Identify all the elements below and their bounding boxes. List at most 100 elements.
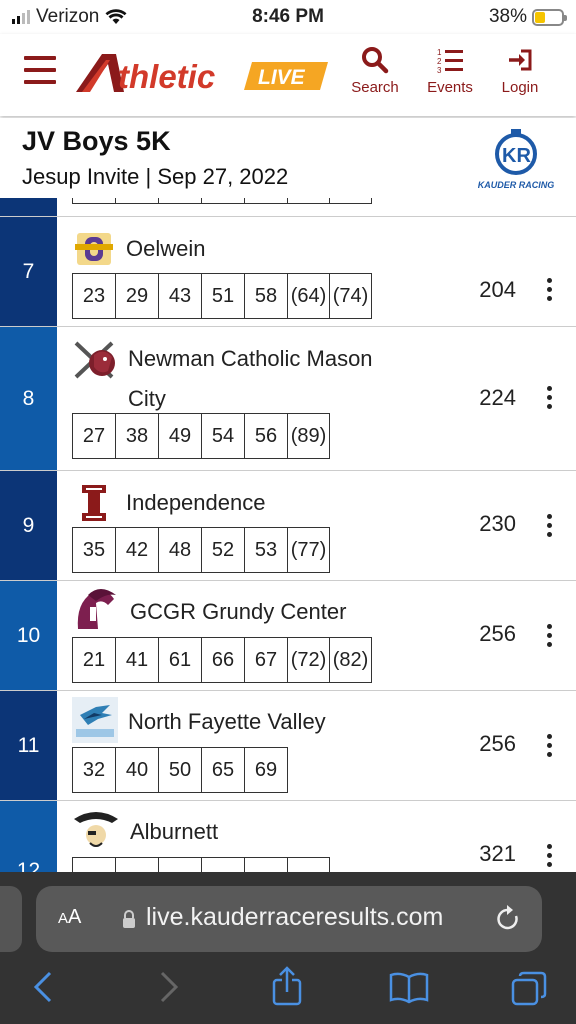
team-name: Alburnett <box>130 819 219 844</box>
place-boxes <box>72 198 372 204</box>
rank-cell: 8 <box>0 327 57 470</box>
team-score: 230 <box>479 511 516 536</box>
team-name-line: Alburnett <box>72 811 412 853</box>
svg-text:KR: KR <box>502 145 531 167</box>
place-cell: 29 <box>115 273 159 319</box>
team-row[interactable]: 11 North Fayette Valley 32 40 50 65 69 2… <box>0 691 576 801</box>
place-boxes <box>72 857 330 872</box>
pirate-logo <box>74 812 118 847</box>
team-score: 224 <box>479 385 516 410</box>
reader-text-size-button[interactable]: AA <box>58 906 82 928</box>
rank-cell: 9 <box>0 471 57 580</box>
meet-subtitle: Jesup Invite | Sep 27, 2022 <box>22 164 289 189</box>
rank-cell: 11 <box>0 691 57 800</box>
more-options-icon[interactable] <box>546 386 552 409</box>
team-score: 256 <box>479 621 516 646</box>
team-row[interactable]: 12 Alburnett 321 <box>0 801 576 872</box>
tabs-icon[interactable] <box>510 970 548 1008</box>
team-name-line: North Fayette Valley <box>72 697 412 743</box>
place-cell: 58 <box>244 273 288 319</box>
place-cell: 52 <box>201 527 245 573</box>
team-row[interactable]: 10 GCGR Grundy Center 21 41 61 66 67 (72… <box>0 581 576 691</box>
team-results-list[interactable]: 7 Oelwein 23 29 43 51 58 (64) (74) 204 8… <box>0 198 576 872</box>
place-cell: (64) <box>287 273 330 319</box>
place-boxes: 23 29 43 51 58 (64) (74) <box>72 273 372 319</box>
team-row[interactable] <box>0 198 576 217</box>
north-fayette-valley-logo <box>72 697 118 743</box>
place-cell: (89) <box>287 413 330 459</box>
place-cell: 21 <box>72 637 116 683</box>
place-cell: (74) <box>329 273 372 319</box>
forward-icon[interactable] <box>154 970 182 1004</box>
place-cell: 49 <box>158 413 202 459</box>
login-icon <box>509 49 532 71</box>
page-title: JV Boys 5K <box>22 126 171 156</box>
signal-icon <box>12 10 30 24</box>
place-cell: 38 <box>115 413 159 459</box>
rank-cell <box>0 198 57 216</box>
team-name: North Fayette Valley <box>128 709 326 734</box>
place-cell: (77) <box>287 527 330 573</box>
team-score: 256 <box>479 731 516 756</box>
newman-catholic-logo <box>74 341 115 379</box>
search-button[interactable]: Search <box>340 46 410 96</box>
place-cell: 66 <box>201 637 245 683</box>
share-icon[interactable] <box>270 966 304 1006</box>
team-name-line: Independence <box>72 481 412 525</box>
login-button[interactable]: Login <box>485 46 555 96</box>
more-options-icon[interactable] <box>546 844 552 867</box>
team-score: 321 <box>479 841 516 866</box>
team-row[interactable]: 8 Newman Catholic Mason City 27 38 49 54… <box>0 327 576 471</box>
battery-icon <box>532 8 567 26</box>
oelwein-logo <box>75 233 113 265</box>
battery-indicator: 38% <box>489 6 567 28</box>
more-options-icon[interactable] <box>546 278 552 301</box>
clock: 8:46 PM <box>252 6 324 27</box>
independence-logo <box>82 485 106 521</box>
address-bar[interactable]: AA live.kauderraceresults.com <box>36 886 542 952</box>
place-cell: 54 <box>201 413 245 459</box>
reload-icon[interactable] <box>494 904 522 934</box>
place-boxes: 32 40 50 65 69 <box>72 747 288 793</box>
place-boxes: 35 42 48 52 53 (77) <box>72 527 330 573</box>
team-row[interactable]: 7 Oelwein 23 29 43 51 58 (64) (74) 204 <box>0 217 576 327</box>
place-boxes: 21 41 61 66 67 (72) (82) <box>72 637 372 683</box>
place-cell: 61 <box>158 637 202 683</box>
svg-text:3: 3 <box>437 66 442 74</box>
browser-toolbar: AA live.kauderraceresults.com <box>0 872 576 1024</box>
kauder-racing-logo[interactable]: KR KAUDER RACING <box>478 126 554 192</box>
more-options-icon[interactable] <box>546 624 552 647</box>
place-cell: 56 <box>244 413 288 459</box>
more-options-icon[interactable] <box>546 514 552 537</box>
place-cell: (82) <box>329 637 372 683</box>
hamburger-menu-icon[interactable] <box>24 56 56 84</box>
events-label: Events <box>427 79 473 96</box>
place-cell: 32 <box>72 747 116 793</box>
lock-icon <box>123 910 135 928</box>
more-options-icon[interactable] <box>546 734 552 757</box>
list-icon: 123 <box>437 48 463 74</box>
wifi-icon <box>105 9 127 24</box>
search-icon <box>362 47 389 74</box>
place-cell: 50 <box>158 747 202 793</box>
team-name: Newman Catholic Mason City <box>128 346 373 411</box>
place-cell: 69 <box>244 747 288 793</box>
back-icon[interactable] <box>30 970 58 1004</box>
place-cell: 35 <box>72 527 116 573</box>
bookmarks-icon[interactable] <box>388 970 430 1004</box>
place-cell: 51 <box>201 273 245 319</box>
spartan-helmet-logo <box>77 589 116 629</box>
place-cell: 67 <box>244 637 288 683</box>
place-cell: 40 <box>115 747 159 793</box>
previous-tab-pill[interactable] <box>0 886 22 952</box>
place-cell: 27 <box>72 413 116 459</box>
login-label: Login <box>501 79 539 96</box>
team-name-line: Oelwein <box>72 227 412 271</box>
place-cell: 43 <box>158 273 202 319</box>
athletic-live-logo[interactable]: thletic LIVE <box>76 50 328 96</box>
carrier-info: Verizon <box>12 6 127 28</box>
team-row[interactable]: 9 Independence 35 42 48 52 53 (77) 230 <box>0 471 576 581</box>
place-cell: 65 <box>201 747 245 793</box>
place-cell: 53 <box>244 527 288 573</box>
